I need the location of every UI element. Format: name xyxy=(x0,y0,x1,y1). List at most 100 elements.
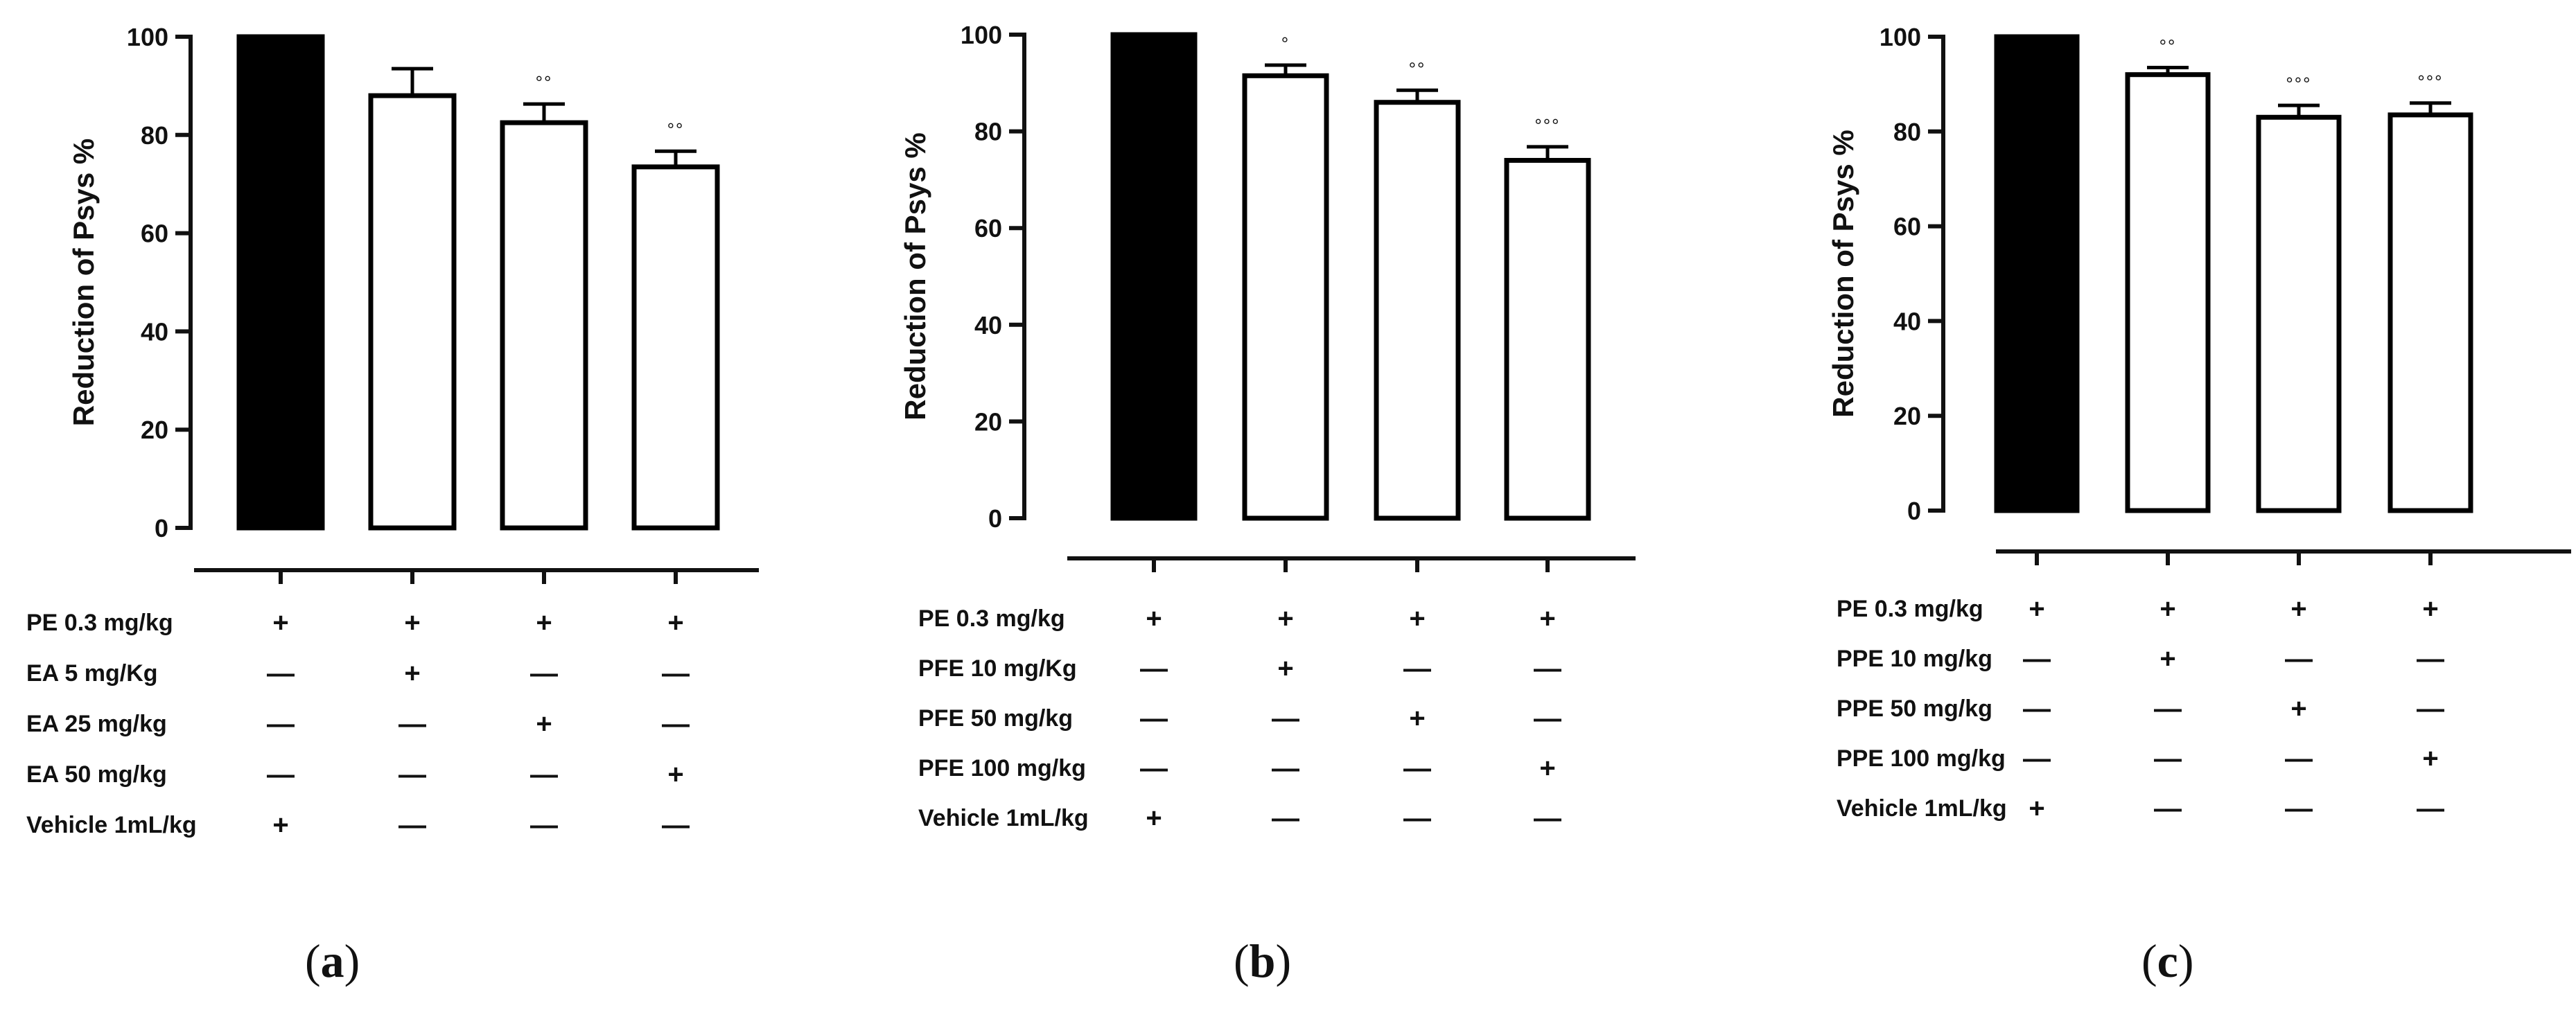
y-tick-label-a-5: 100 xyxy=(127,23,168,51)
treatment-mark-c-3-1: — xyxy=(2154,743,2182,774)
treatment-mark-b-4-1: — xyxy=(1272,803,1299,833)
treatment-label-c-4: Vehicle 1mL/kg xyxy=(1837,795,2007,822)
bar-a-3 xyxy=(631,164,720,531)
bar-b-1 xyxy=(1242,73,1329,521)
treatment-mark-b-3-0: — xyxy=(1140,753,1168,784)
bar-b-2 xyxy=(1374,100,1461,521)
treatment-mark-a-2-0: — xyxy=(267,709,295,739)
treatment-mark-b-4-3: — xyxy=(1534,803,1561,833)
caption-letter-c: c xyxy=(2157,935,2178,987)
y-tick-label-b-0: 0 xyxy=(988,504,1002,533)
y-tick-label-c-4: 80 xyxy=(1893,118,1921,146)
treatment-mark-c-0-2: + xyxy=(2290,594,2306,624)
caption-letter-a: a xyxy=(321,935,344,987)
y-tick-label-c-5: 100 xyxy=(1880,23,1921,51)
bar-a-2 xyxy=(500,120,588,531)
treatment-label-b-2: PFE 50 mg/kg xyxy=(918,705,1073,732)
treatment-mark-b-1-1: + xyxy=(1277,653,1293,684)
y-tick-label-a-2: 40 xyxy=(141,317,168,346)
treatment-mark-c-2-3: — xyxy=(2417,693,2444,724)
bar-c-2 xyxy=(2256,114,2342,513)
y-tick-label-b-5: 100 xyxy=(961,21,1002,49)
bar-c-0 xyxy=(1994,34,2080,513)
treatment-mark-a-0-0: + xyxy=(272,608,288,638)
treatment-mark-c-4-1: — xyxy=(2154,793,2182,824)
bar-c-3 xyxy=(2387,112,2473,513)
y-axis-title-a: Reduction of Psys % xyxy=(67,139,100,426)
treatment-mark-b-2-3: — xyxy=(1534,703,1561,734)
significance-mark-c-3: °°° xyxy=(2417,71,2443,92)
treatment-mark-b-2-2: + xyxy=(1409,703,1425,734)
treatment-mark-a-0-1: + xyxy=(404,608,420,638)
treatment-mark-a-4-0: + xyxy=(272,810,288,840)
treatment-mark-a-1-0: — xyxy=(267,658,295,689)
treatment-label-a-2: EA 25 mg/kg xyxy=(26,711,167,737)
treatment-mark-a-0-2: + xyxy=(536,608,552,638)
chart-panel-a: 0 20 40 60 80 100 Reduction of Psys % °° °° PE 0.… xyxy=(0,0,832,1017)
treatment-mark-b-0-3: + xyxy=(1539,603,1555,634)
treatment-mark-a-4-3: — xyxy=(662,810,690,840)
treatment-mark-c-4-0: + xyxy=(2029,793,2044,824)
chart-panel-b: 0 20 40 60 80 100 Reduction of Psys % ° °° °°° PE … xyxy=(845,0,1698,1017)
treatment-mark-a-2-2: + xyxy=(536,709,552,739)
treatment-mark-a-1-3: — xyxy=(662,658,690,689)
treatment-mark-a-3-2: — xyxy=(530,759,558,790)
treatment-mark-b-2-1: — xyxy=(1272,703,1299,734)
treatment-mark-c-1-2: — xyxy=(2285,644,2313,674)
treatment-mark-c-4-2: — xyxy=(2285,793,2313,824)
treatment-mark-a-0-3: + xyxy=(667,608,683,638)
treatment-mark-c-1-0: — xyxy=(2023,644,2051,674)
caption-open-b: ( xyxy=(1234,935,1250,987)
treatment-label-a-0: PE 0.3 mg/kg xyxy=(26,610,173,636)
treatment-label-c-2: PPE 50 mg/kg xyxy=(1837,696,1992,722)
y-tick-label-a-1: 20 xyxy=(141,416,168,444)
treatment-mark-b-0-0: + xyxy=(1146,603,1162,634)
treatment-label-b-3: PFE 100 mg/kg xyxy=(918,755,1086,781)
treatment-mark-b-3-2: — xyxy=(1403,753,1431,784)
treatment-mark-a-4-1: — xyxy=(398,810,426,840)
svg-text:(a): (a) xyxy=(305,935,360,987)
treatment-mark-c-3-2: — xyxy=(2285,743,2313,774)
caption-open-c: ( xyxy=(2141,935,2157,987)
treatment-label-b-4: Vehicle 1mL/kg xyxy=(918,805,1089,831)
treatment-label-b-1: PFE 10 mg/Kg xyxy=(918,655,1077,682)
treatment-mark-b-3-3: + xyxy=(1539,753,1555,784)
caption-close-c: ) xyxy=(2178,935,2194,987)
caption-open-a: ( xyxy=(305,935,321,987)
treatment-mark-b-2-0: — xyxy=(1140,703,1168,734)
treatment-mark-c-2-0: — xyxy=(2023,693,2051,724)
treatment-mark-b-4-2: — xyxy=(1403,803,1431,833)
chart-a-svg: 0 20 40 60 80 100 Reduction of Psys % °° °° PE 0.… xyxy=(26,23,759,840)
treatment-mark-c-0-1: + xyxy=(2159,594,2175,624)
treatment-mark-b-4-0: + xyxy=(1146,803,1162,833)
y-tick-label-c-1: 20 xyxy=(1893,402,1921,430)
bar-b-3 xyxy=(1504,157,1591,521)
treatment-label-a-1: EA 5 mg/Kg xyxy=(26,660,158,687)
treatment-label-a-4: Vehicle 1mL/kg xyxy=(26,812,197,838)
treatment-mark-c-2-1: — xyxy=(2154,693,2182,724)
significance-mark-c-2: °°° xyxy=(2286,73,2311,94)
treatment-mark-c-4-3: — xyxy=(2417,793,2444,824)
treatment-mark-c-1-1: + xyxy=(2159,644,2175,674)
treatment-mark-c-1-3: — xyxy=(2417,644,2444,674)
y-axis-title-c: Reduction of Psys % xyxy=(1827,130,1859,417)
treatment-label-c-3: PPE 100 mg/kg xyxy=(1837,745,2006,772)
treatment-mark-b-0-1: + xyxy=(1277,603,1293,634)
significance-mark-a-3: °° xyxy=(667,119,685,140)
y-tick-label-a-4: 80 xyxy=(141,121,168,150)
treatment-mark-b-1-0: — xyxy=(1140,653,1168,684)
treatment-mark-b-1-3: — xyxy=(1534,653,1561,684)
y-tick-label-a-3: 60 xyxy=(141,220,168,248)
treatment-mark-a-2-1: — xyxy=(398,709,426,739)
significance-mark-b-2: °° xyxy=(1409,58,1426,79)
treatment-mark-a-3-1: — xyxy=(398,759,426,790)
treatment-mark-a-4-2: — xyxy=(530,810,558,840)
treatment-mark-b-1-2: — xyxy=(1403,653,1431,684)
significance-mark-b-3: °°° xyxy=(1534,115,1560,136)
treatment-label-a-3: EA 50 mg/kg xyxy=(26,761,167,788)
y-axis-title-b: Reduction of Psys % xyxy=(899,132,931,420)
treatment-mark-c-0-3: + xyxy=(2422,594,2438,624)
bar-b-0 xyxy=(1110,32,1198,521)
significance-mark-b-1: ° xyxy=(1281,33,1290,54)
